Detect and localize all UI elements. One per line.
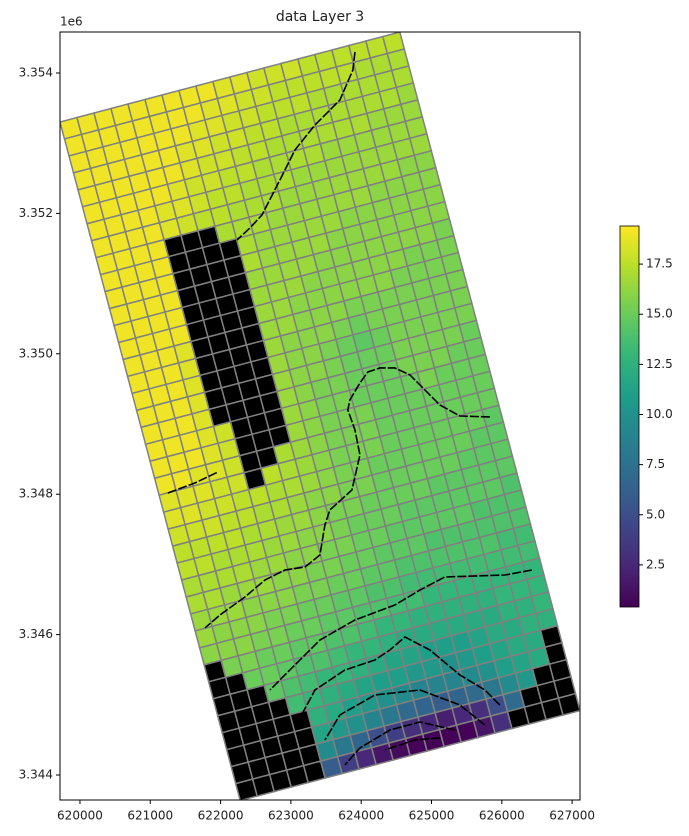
colorbar-tick-label: 5.0 [646,507,665,521]
x-tick-label: 624000 [338,809,384,823]
stream-line [344,721,456,766]
y-offset-label: 1e6 [60,15,83,29]
stream-line [236,51,356,241]
grid-cells [60,32,580,800]
colorbar-tick-label: 7.5 [646,457,665,471]
inactive-cell [557,692,580,717]
stream-line [204,367,490,629]
colorbar-tick-label: 17.5 [646,257,673,271]
x-tick-label: 627000 [549,809,595,823]
y-tick-label: 3.352 [19,206,53,220]
stream-line [384,737,440,751]
colorbar-tick-label: 15.0 [646,307,673,321]
plot-frame [59,31,581,801]
colorbar [619,225,640,608]
colorbar-tick-label: 2.5 [646,557,665,571]
stream-line [324,689,486,741]
stream-line [167,471,219,494]
x-tick-label: 626000 [479,809,525,823]
y-tick-label: 3.354 [19,65,53,79]
stream-line [269,569,532,691]
y-tick-label: 3.348 [19,487,53,501]
x-tick-label: 622000 [198,809,244,823]
colorbar-tick-label: 10.0 [646,407,673,421]
y-tick-label: 3.350 [19,346,53,360]
x-tick-label: 620000 [57,809,103,823]
x-tick-label: 621000 [127,809,173,823]
x-tick-label: 623000 [268,809,314,823]
x-tick-label: 625000 [409,809,455,823]
colorbar-tick-label: 12.5 [646,357,673,371]
y-tick-label: 3.344 [19,768,53,782]
stream-line [299,636,501,719]
chart-title: data Layer 3 [276,9,364,25]
y-tick-label: 3.346 [19,627,53,641]
line-layer [167,51,532,766]
